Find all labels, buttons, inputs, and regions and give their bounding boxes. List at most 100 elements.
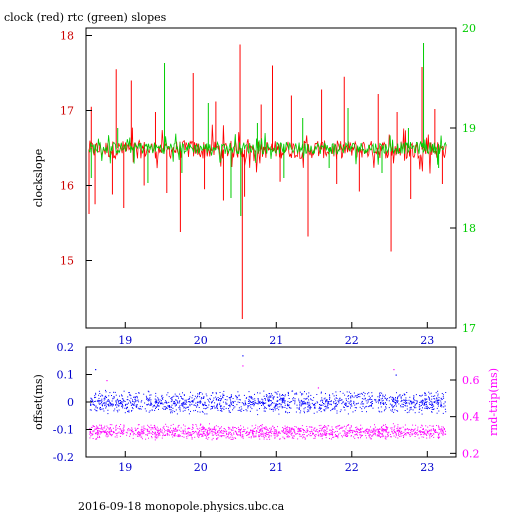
point xyxy=(394,398,396,400)
point xyxy=(202,411,204,413)
point xyxy=(356,426,358,428)
point xyxy=(441,430,443,432)
point xyxy=(295,433,297,435)
point xyxy=(371,404,372,406)
point xyxy=(140,436,142,438)
point xyxy=(306,435,308,437)
point xyxy=(137,428,138,430)
point xyxy=(335,406,337,407)
point xyxy=(386,428,388,430)
point xyxy=(230,438,232,440)
point xyxy=(373,429,375,431)
point xyxy=(196,406,197,408)
point xyxy=(188,401,190,403)
point xyxy=(127,430,129,432)
point xyxy=(388,407,390,409)
point xyxy=(435,431,437,433)
point xyxy=(261,401,262,403)
point xyxy=(405,402,407,404)
point xyxy=(271,431,273,432)
point xyxy=(138,424,140,426)
point xyxy=(425,429,427,431)
point xyxy=(198,433,200,435)
point xyxy=(400,401,402,402)
point xyxy=(361,392,363,394)
point xyxy=(264,410,266,412)
point xyxy=(353,392,355,394)
point xyxy=(172,410,174,412)
point xyxy=(325,433,327,435)
point xyxy=(102,402,104,404)
point xyxy=(271,393,272,395)
point xyxy=(145,410,147,412)
point xyxy=(140,434,142,436)
point xyxy=(392,409,393,411)
point xyxy=(268,433,270,435)
point xyxy=(435,432,436,433)
point xyxy=(288,428,290,430)
point xyxy=(433,408,435,410)
point xyxy=(346,436,347,437)
point xyxy=(171,404,173,406)
point xyxy=(428,402,430,404)
point xyxy=(393,411,395,413)
point xyxy=(196,425,198,427)
point xyxy=(310,399,312,401)
point xyxy=(361,411,363,412)
point xyxy=(292,390,294,392)
point xyxy=(99,400,101,402)
point xyxy=(324,397,326,399)
point xyxy=(129,430,131,432)
point xyxy=(161,398,163,399)
point xyxy=(381,436,383,438)
point xyxy=(405,399,406,401)
point xyxy=(434,431,436,433)
point xyxy=(91,433,93,435)
point xyxy=(233,432,235,434)
point xyxy=(385,438,387,440)
point xyxy=(194,436,196,438)
point xyxy=(364,430,366,431)
point xyxy=(187,431,189,433)
point xyxy=(140,429,142,431)
point xyxy=(209,429,211,430)
point xyxy=(104,405,106,407)
point xyxy=(199,435,200,437)
point xyxy=(442,394,444,396)
point xyxy=(282,431,284,433)
point xyxy=(238,399,240,401)
point xyxy=(334,407,336,409)
point xyxy=(297,430,299,432)
point xyxy=(385,394,386,396)
point xyxy=(344,409,346,411)
point xyxy=(169,407,171,409)
point xyxy=(278,413,280,415)
point xyxy=(94,397,95,399)
point xyxy=(160,429,162,431)
point xyxy=(131,410,132,412)
point xyxy=(438,426,440,428)
point xyxy=(97,430,99,432)
point xyxy=(213,428,215,430)
point xyxy=(429,397,430,399)
point xyxy=(252,398,254,400)
point xyxy=(265,402,267,404)
point xyxy=(351,429,353,431)
point xyxy=(279,438,281,440)
point xyxy=(396,401,398,403)
point xyxy=(99,408,101,410)
point xyxy=(184,430,186,432)
point xyxy=(139,435,141,437)
point xyxy=(246,435,248,436)
point xyxy=(326,427,328,429)
point xyxy=(139,405,141,407)
point xyxy=(225,401,227,403)
point xyxy=(275,403,277,405)
point xyxy=(254,431,256,432)
point xyxy=(432,429,434,431)
point xyxy=(199,411,201,413)
point xyxy=(237,401,239,403)
point xyxy=(212,406,213,408)
point xyxy=(298,430,300,432)
point xyxy=(261,433,262,435)
